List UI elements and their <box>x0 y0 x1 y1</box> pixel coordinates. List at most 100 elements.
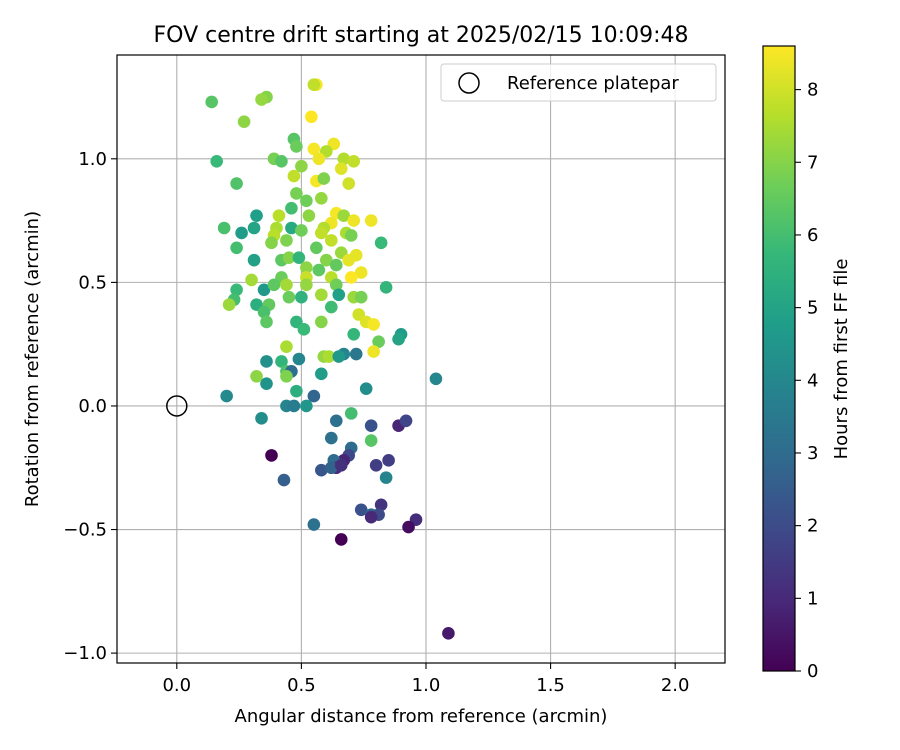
data-point <box>277 473 291 487</box>
data-point <box>257 305 271 319</box>
data-point <box>329 258 343 272</box>
legend-entry-label: Reference platepar <box>507 73 679 94</box>
colorbar-ticks: 0 1 2 3 4 5 6 7 8 <box>795 80 818 682</box>
data-point <box>275 154 288 168</box>
colorbar: 0 1 2 3 4 5 6 7 8 Hours from first FF file <box>762 45 852 682</box>
data-point <box>255 93 268 106</box>
data-point <box>364 419 378 433</box>
data-point <box>347 214 361 227</box>
legend-box <box>440 63 717 102</box>
data-point <box>285 201 298 215</box>
data-point <box>315 463 328 477</box>
data-point <box>280 278 293 292</box>
data-point <box>307 389 321 403</box>
data-point <box>334 533 348 546</box>
data-points <box>205 78 455 640</box>
colorbar-label: Hours from first FF file <box>831 259 852 460</box>
data-point <box>324 300 338 314</box>
data-point <box>392 332 405 346</box>
data-point <box>379 281 393 294</box>
data-point <box>205 95 218 109</box>
data-point <box>344 271 358 284</box>
data-point <box>374 236 388 250</box>
data-point <box>347 327 361 341</box>
data-point <box>312 263 326 277</box>
data-point <box>275 355 288 368</box>
data-point <box>260 355 273 368</box>
data-point <box>290 384 303 398</box>
data-point <box>292 251 306 264</box>
data-point <box>245 273 258 287</box>
data-point <box>324 431 338 445</box>
colorbar-tick-label: 0 <box>807 661 818 682</box>
data-point <box>220 389 233 403</box>
data-point <box>305 110 318 124</box>
data-point <box>290 140 303 153</box>
data-point <box>344 407 358 420</box>
data-point <box>367 345 380 358</box>
plot-area-frame <box>116 54 726 664</box>
x-tick-label: 0.5 <box>287 675 316 696</box>
data-point <box>312 152 326 166</box>
data-point <box>255 412 268 425</box>
data-point <box>292 352 306 366</box>
data-point <box>222 298 236 311</box>
reference-platepar-marker <box>166 395 188 417</box>
data-point <box>230 177 243 190</box>
data-point <box>230 241 243 255</box>
data-point <box>237 115 251 129</box>
data-point <box>280 340 293 353</box>
reference-marker <box>166 395 188 417</box>
data-point <box>287 169 301 183</box>
colorbar-tick-label: 2 <box>807 516 818 537</box>
y-tick-label: 1.0 <box>78 149 107 170</box>
data-point <box>217 221 231 235</box>
data-point <box>332 288 346 302</box>
data-point <box>342 253 356 267</box>
x-axis-label: Angular distance from reference (arcmin) <box>235 706 608 727</box>
data-point <box>247 221 261 235</box>
data-point <box>302 209 316 222</box>
data-point <box>280 370 293 383</box>
data-point <box>379 471 393 484</box>
data-point <box>295 290 308 304</box>
data-point <box>354 266 368 279</box>
y-tick-label: −1.0 <box>63 643 107 664</box>
y-tick-label: 0.0 <box>78 396 107 417</box>
data-point <box>315 192 328 205</box>
data-point <box>320 253 333 267</box>
x-axis-ticks: 0.0 0.5 1.0 1.5 2.0 <box>162 663 689 696</box>
data-point <box>235 226 248 240</box>
data-point <box>280 234 293 247</box>
data-point <box>230 283 243 297</box>
y-tick-label: −0.5 <box>63 520 107 541</box>
x-tick-label: 1.5 <box>536 675 565 696</box>
data-point <box>287 399 301 413</box>
colorbar-tick-label: 7 <box>807 152 818 173</box>
data-point <box>442 627 455 640</box>
data-point <box>374 498 388 512</box>
data-point <box>282 290 296 304</box>
data-point <box>347 154 361 168</box>
data-point <box>334 458 348 472</box>
data-point <box>300 194 313 208</box>
data-point <box>324 234 338 247</box>
y-axis-label: Rotation from reference (arcmin) <box>22 211 43 507</box>
data-point <box>315 315 328 329</box>
data-point <box>260 377 273 391</box>
legend-reference-marker <box>458 72 480 94</box>
data-point <box>329 278 343 292</box>
data-point <box>282 251 296 264</box>
data-point <box>337 152 351 166</box>
data-point <box>315 367 328 381</box>
data-point <box>307 142 321 156</box>
colorbar-tick-label: 5 <box>807 298 818 319</box>
colorbar-tick-label: 4 <box>807 370 818 391</box>
x-tick-label: 1.0 <box>412 675 441 696</box>
data-point <box>349 347 363 361</box>
data-point <box>267 278 281 292</box>
data-point <box>257 283 271 297</box>
data-point <box>300 399 313 413</box>
